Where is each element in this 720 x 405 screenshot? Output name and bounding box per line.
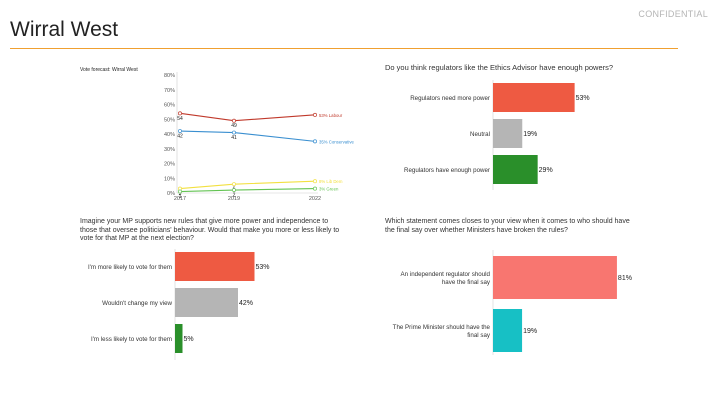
bar [493, 155, 538, 184]
series-label: 8% Lib Dem [319, 179, 343, 184]
value-label: 19% [523, 131, 537, 138]
y-tick-label: 50% [164, 117, 175, 123]
category-label: Wouldn't change my view [102, 300, 172, 307]
y-tick-label: 70% [164, 88, 175, 94]
data-point [313, 186, 317, 191]
x-tick-label: 2022 [309, 196, 321, 202]
data-label: 1 [179, 194, 182, 200]
data-point [313, 139, 317, 144]
powers-question: Do you think regulators like the Ethics … [385, 63, 614, 72]
x-tick-label: 2019 [228, 196, 240, 202]
value-label: 5% [184, 336, 194, 343]
value-label: 29% [539, 167, 553, 174]
category-label: An independent regulator should [401, 271, 491, 278]
data-label: 3 [179, 191, 182, 197]
data-label: 54 [177, 116, 183, 122]
category-label: The Prime Minister should have the [393, 324, 491, 331]
data-label: 49 [231, 123, 237, 129]
bar [493, 119, 523, 148]
line-chart-title: Vote forecast: Wirral West [80, 67, 138, 73]
x-tick-label: 2017 [174, 196, 186, 202]
series-label: 53% Labour [319, 113, 343, 118]
bar [175, 288, 238, 317]
data-point [178, 129, 182, 133]
category-label: Regulators have enough power [404, 167, 490, 174]
bar [493, 256, 617, 299]
title-divider [10, 48, 678, 49]
data-label: 42 [177, 134, 183, 140]
category-label: have the final say [442, 279, 491, 286]
y-tick-label: 30% [164, 147, 175, 153]
mp-vote-question: Imagine your MP supports new rules that … [80, 218, 340, 242]
data-point [232, 130, 236, 135]
value-label: 53% [576, 95, 590, 102]
bar [175, 324, 183, 353]
bar [175, 252, 255, 281]
final-say-question: Which statement comes closes to your vie… [385, 218, 630, 234]
y-tick-label: 80% [164, 73, 175, 79]
data-point [232, 118, 236, 123]
category-label: Regulators need more power [410, 95, 490, 102]
confidential-label: CONFIDENTIAL [638, 9, 708, 19]
series-label: 35% Conservative [319, 139, 354, 144]
value-label: 81% [618, 275, 632, 282]
value-label: 19% [523, 328, 537, 335]
data-label: 2 [233, 193, 236, 199]
bar [493, 309, 523, 352]
category-label: Neutral [470, 131, 490, 138]
category-label: final say [467, 332, 491, 339]
series-label: 3% Green [319, 187, 339, 192]
data-point [232, 182, 236, 187]
data-point [232, 188, 236, 192]
y-tick-label: 0% [167, 191, 175, 197]
category-label: I'm more likely to vote for them [88, 264, 172, 271]
data-point [178, 189, 182, 194]
data-point [313, 179, 317, 184]
value-label: 42% [239, 300, 253, 307]
data-point [178, 111, 182, 116]
value-label: 53% [256, 264, 270, 271]
data-point [313, 112, 317, 117]
data-label: 41 [231, 135, 237, 141]
y-tick-label: 40% [164, 132, 175, 138]
y-tick-label: 20% [164, 162, 175, 168]
y-tick-label: 60% [164, 103, 175, 109]
bar [493, 83, 575, 112]
category-label: I'm less likely to vote for them [91, 336, 172, 343]
page-title: Wirral West [10, 18, 119, 41]
y-tick-label: 10% [164, 176, 175, 182]
